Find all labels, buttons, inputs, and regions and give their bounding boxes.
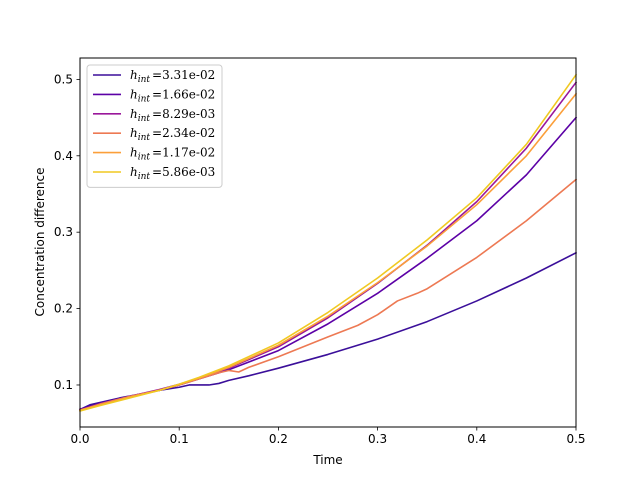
x-axis: 0.0 0.1 0.2 0.3 0.4 0.5 (70, 427, 586, 446)
y-tick-label: 0.3 (54, 225, 73, 239)
plot-frame (79, 57, 577, 428)
y-axis-label: Concentration difference (33, 168, 47, 317)
series-line-6 (79, 73, 578, 412)
legend-box (86, 64, 223, 188)
x-tick-label: 0.5 (566, 432, 585, 446)
y-tick-label: 0.5 (54, 72, 73, 86)
x-axis-label: Time (312, 453, 342, 467)
legend-label-4: hint =2.34e-02 (130, 126, 215, 143)
legend-label-3: hint =8.29e-03 (130, 107, 215, 124)
series-layer (78, 73, 578, 412)
y-axis: 0.1 0.2 0.3 0.4 0.5 (54, 72, 80, 392)
legend-label-6: hint =5.86e-03 (130, 165, 215, 182)
y-tick-label: 0.4 (54, 149, 73, 163)
y-tick-label: 0.2 (54, 302, 73, 316)
legend-label-2: hint =1.66e-02 (130, 87, 215, 104)
x-tick-label: 0.0 (70, 432, 89, 446)
x-tick-label: 0.4 (467, 432, 486, 446)
legend: hint =3.31e-02 hint =1.66e-02 hint =8.29e-03 h… (86, 64, 223, 188)
x-tick-label: 0.3 (368, 432, 387, 446)
x-tick-label: 0.1 (170, 432, 189, 446)
legend-label-5: hint =1.17e-02 (130, 146, 215, 163)
y-tick-label: 0.1 (54, 378, 73, 392)
legend-label-1: hint =3.31e-02 (130, 68, 215, 85)
x-tick-label: 0.2 (269, 432, 288, 446)
